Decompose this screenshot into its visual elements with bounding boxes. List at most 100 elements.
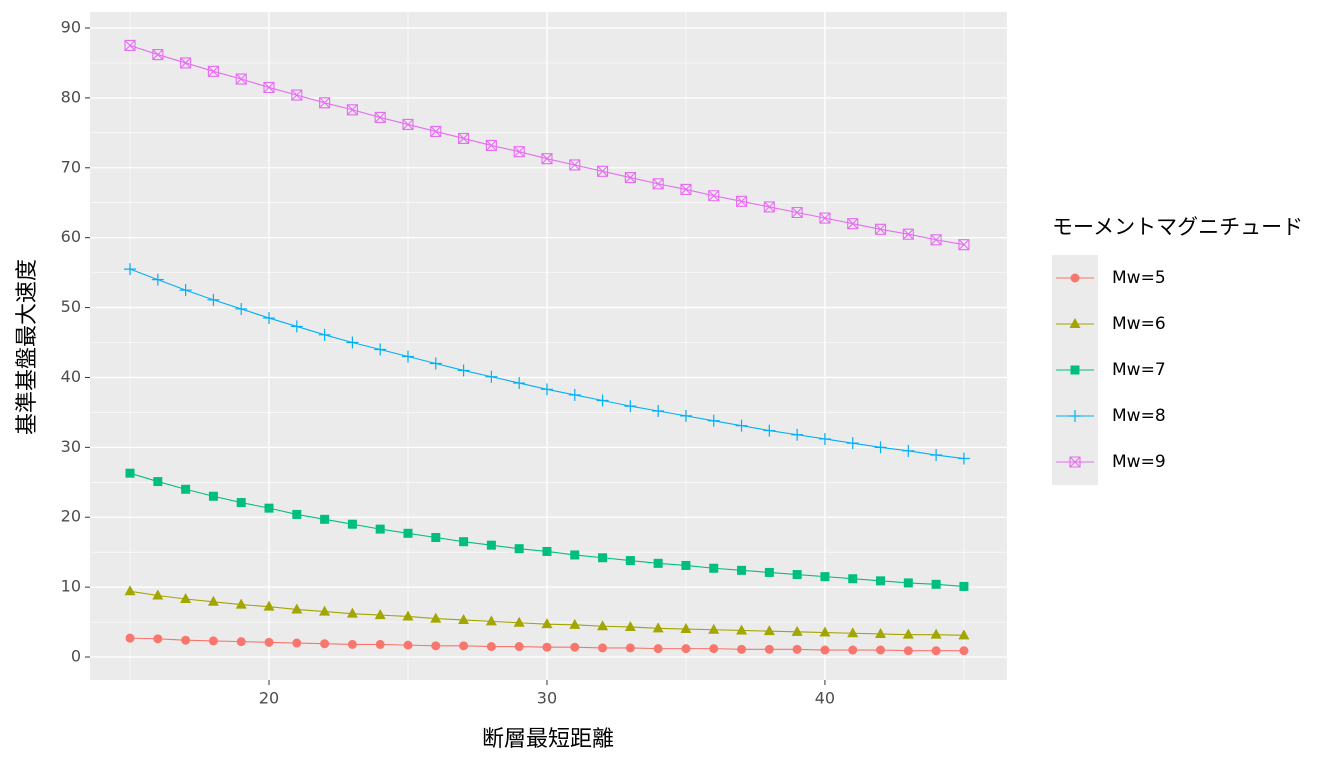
marker <box>874 223 887 235</box>
marker <box>429 357 442 370</box>
marker <box>624 172 636 184</box>
marker <box>959 581 969 591</box>
y-tick-label: 40 <box>61 367 81 386</box>
marker <box>707 414 720 427</box>
legend-marker <box>1070 365 1080 375</box>
marker <box>486 540 496 550</box>
y-tick-label: 70 <box>61 157 81 176</box>
marker <box>541 618 553 629</box>
y-tick-label: 60 <box>61 227 81 246</box>
marker <box>485 615 497 626</box>
x-axis-title: 断層最短距離 <box>482 727 614 752</box>
legend-label: Mw=6 <box>1112 314 1166 334</box>
panel <box>90 12 1007 680</box>
marker <box>931 579 941 589</box>
marker <box>791 625 803 636</box>
marker <box>708 623 720 634</box>
legend-label: Mw=7 <box>1112 360 1166 380</box>
marker <box>459 537 469 547</box>
marker <box>903 578 913 588</box>
marker <box>791 206 803 219</box>
marker <box>542 546 552 556</box>
legend-label: Mw=9 <box>1112 452 1166 472</box>
marker <box>624 620 636 631</box>
marker <box>513 146 525 158</box>
y-tick-label: 20 <box>61 507 81 526</box>
marker <box>485 370 498 383</box>
marker <box>263 600 275 611</box>
marker <box>180 57 192 69</box>
marker <box>208 636 218 646</box>
marker <box>819 212 831 224</box>
marker <box>430 125 442 137</box>
marker <box>292 638 302 648</box>
marker <box>735 195 748 207</box>
marker <box>652 622 664 633</box>
marker <box>430 612 442 623</box>
marker <box>346 607 358 618</box>
marker <box>457 364 470 377</box>
marker <box>681 644 691 654</box>
marker <box>848 645 858 655</box>
legend-marker <box>1069 318 1081 328</box>
marker <box>401 350 414 363</box>
marker <box>763 201 775 213</box>
marker <box>735 419 748 432</box>
marker <box>291 603 303 614</box>
grid <box>90 12 1007 680</box>
marker <box>320 514 330 524</box>
marker <box>290 320 303 333</box>
marker <box>597 165 609 177</box>
marker <box>151 273 164 286</box>
marker <box>737 565 747 575</box>
marker <box>792 644 802 654</box>
marker <box>709 563 719 573</box>
marker <box>181 635 191 645</box>
marker <box>598 553 608 563</box>
marker <box>152 49 164 61</box>
marker <box>374 609 386 620</box>
marker <box>153 634 163 644</box>
marker <box>291 89 303 101</box>
marker <box>347 639 357 649</box>
marker <box>236 637 246 647</box>
marker <box>180 592 192 603</box>
marker <box>959 646 969 656</box>
plot-area <box>124 39 970 656</box>
marker <box>875 627 887 638</box>
marker <box>709 644 719 654</box>
marker <box>375 524 385 534</box>
marker <box>957 452 970 465</box>
marker <box>625 556 635 566</box>
marker <box>764 567 774 577</box>
marker <box>235 598 247 609</box>
marker <box>207 595 219 606</box>
marker <box>652 178 664 190</box>
y-tick-label: 50 <box>61 297 81 316</box>
marker <box>124 39 136 52</box>
legend-label: Mw=5 <box>1112 268 1166 288</box>
legend-title: モーメントマグニチュード <box>1052 215 1303 239</box>
marker <box>207 293 220 306</box>
marker <box>263 81 275 93</box>
marker <box>568 388 581 401</box>
marker <box>596 394 609 407</box>
marker <box>679 409 692 422</box>
x-tick-label: 20 <box>259 689 279 708</box>
marker <box>236 498 246 508</box>
y-tick-label: 80 <box>61 87 81 106</box>
marker <box>848 574 858 584</box>
marker <box>459 641 469 651</box>
marker <box>458 132 470 144</box>
marker <box>152 589 164 600</box>
marker <box>514 544 524 554</box>
marker <box>931 646 941 656</box>
marker <box>125 633 135 643</box>
marker <box>540 383 553 396</box>
x-tick-label: 40 <box>815 689 835 708</box>
marker <box>319 97 331 109</box>
legend: Mw=5 Mw=6 Mw=7 Mw=8 Mw=9 <box>1052 255 1166 485</box>
y-tick-label: 90 <box>61 18 81 37</box>
marker <box>653 644 663 654</box>
marker <box>569 159 581 171</box>
